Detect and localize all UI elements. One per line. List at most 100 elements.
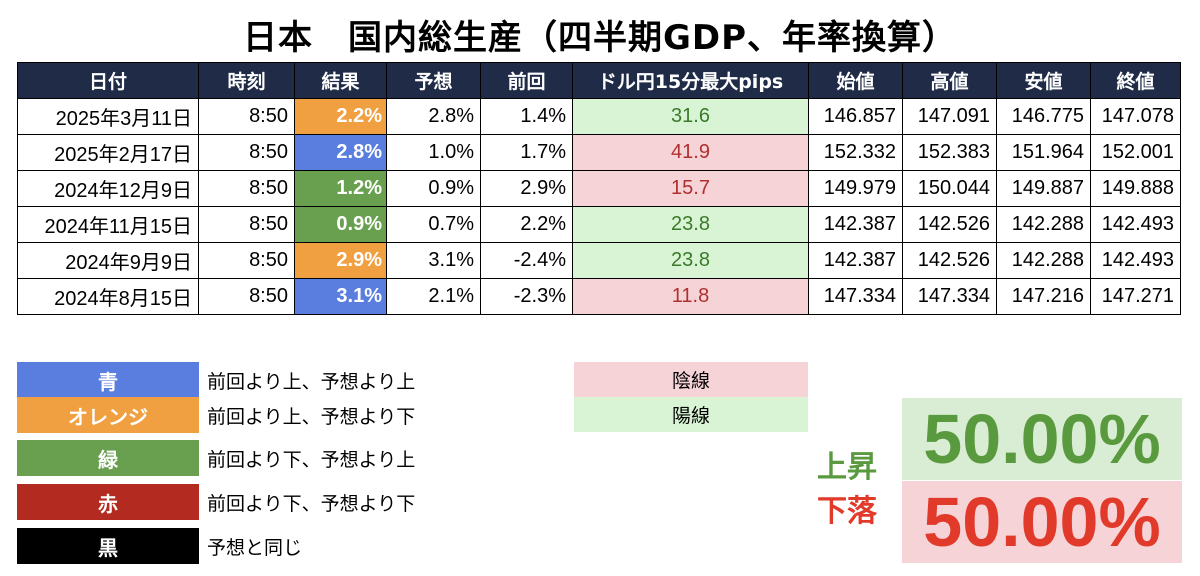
legend-desc: 予想と同じ	[207, 536, 303, 559]
cell-previous: 1.4%	[480, 98, 573, 135]
legend-bearish-candle: 陰線	[574, 362, 808, 397]
cell-result: 1.2%	[294, 170, 387, 207]
cell-result: 2.9%	[294, 242, 387, 279]
cell-close: 147.078	[1090, 98, 1181, 135]
cell-date: 2024年12月9日	[17, 170, 199, 207]
cell-date: 2024年11月15日	[17, 206, 199, 243]
cell-time: 8:50	[198, 242, 295, 279]
legend-swatch-black: 黒	[17, 528, 199, 564]
legend-swatch-orange: オレンジ	[17, 397, 199, 433]
header-previous: 前回	[480, 62, 573, 99]
cell-close: 149.888	[1090, 170, 1181, 207]
header-close: 終値	[1090, 62, 1181, 99]
cell-previous: 2.9%	[480, 170, 573, 207]
header-open: 始値	[808, 62, 903, 99]
legend-item-orange: オレンジ 前回より上、予想より下	[17, 397, 617, 437]
cell-date: 2025年3月11日	[17, 98, 199, 135]
cell-forecast: 1.0%	[386, 134, 481, 171]
cell-low: 146.775	[996, 98, 1091, 135]
cell-open: 142.387	[808, 206, 903, 243]
cell-close: 142.493	[1090, 242, 1181, 279]
cell-previous: 2.2%	[480, 206, 573, 243]
cell-date: 2025年2月17日	[17, 134, 199, 171]
table-header-row: 日付 時刻 結果 予想 前回 ドル円15分最大pips 始値 高値 安値 終値	[17, 62, 1181, 99]
legend-swatch-red: 赤	[17, 484, 199, 520]
cell-result: 2.8%	[294, 134, 387, 171]
header-date: 日付	[17, 62, 199, 99]
cell-high: 142.526	[902, 242, 997, 279]
cell-pips: 11.8	[572, 278, 809, 315]
cell-close: 142.493	[1090, 206, 1181, 243]
legend-desc: 前回より上、予想より下	[207, 405, 416, 428]
cell-date: 2024年9月9日	[17, 242, 199, 279]
legend-bullish-candle: 陽線	[574, 397, 808, 432]
cell-forecast: 3.1%	[386, 242, 481, 279]
header-forecast: 予想	[386, 62, 481, 99]
header-time: 時刻	[198, 62, 295, 99]
table-row: 2024年11月15日 8:50 0.9% 0.7% 2.2% 23.8 142…	[17, 206, 1181, 243]
fall-label: 下落	[817, 494, 877, 529]
cell-open: 142.387	[808, 242, 903, 279]
cell-low: 142.288	[996, 206, 1091, 243]
cell-low: 147.216	[996, 278, 1091, 315]
legend-item-red: 赤 前回より下、予想より下	[17, 484, 617, 524]
gdp-table: 日付 時刻 結果 予想 前回 ドル円15分最大pips 始値 高値 安値 終値 …	[17, 62, 1181, 315]
cell-low: 142.288	[996, 242, 1091, 279]
legend-item-blue: 青 前回より上、予想より上	[17, 362, 617, 402]
fall-percentage: 50.00%	[902, 481, 1182, 563]
cell-result: 0.9%	[294, 206, 387, 243]
cell-pips: 41.9	[572, 134, 809, 171]
cell-previous: -2.3%	[480, 278, 573, 315]
cell-close: 152.001	[1090, 134, 1181, 171]
cell-forecast: 2.1%	[386, 278, 481, 315]
cell-pips: 23.8	[572, 242, 809, 279]
legend-swatch-blue: 青	[17, 362, 199, 398]
cell-high: 150.044	[902, 170, 997, 207]
cell-pips: 23.8	[572, 206, 809, 243]
cell-result: 3.1%	[294, 278, 387, 315]
table-row: 2024年8月15日 8:50 3.1% 2.1% -2.3% 11.8 147…	[17, 278, 1181, 315]
header-low: 安値	[996, 62, 1091, 99]
header-high: 高値	[902, 62, 997, 99]
cell-open: 147.334	[808, 278, 903, 315]
cell-open: 146.857	[808, 98, 903, 135]
cell-close: 147.271	[1090, 278, 1181, 315]
cell-high: 152.383	[902, 134, 997, 171]
rise-label: 上昇	[817, 450, 877, 485]
cell-time: 8:50	[198, 98, 295, 135]
cell-high: 147.091	[902, 98, 997, 135]
header-result: 結果	[294, 62, 387, 99]
cell-time: 8:50	[198, 170, 295, 207]
cell-pips: 31.6	[572, 98, 809, 135]
cell-time: 8:50	[198, 278, 295, 315]
cell-low: 151.964	[996, 134, 1091, 171]
cell-previous: 1.7%	[480, 134, 573, 171]
cell-forecast: 2.8%	[386, 98, 481, 135]
cell-time: 8:50	[198, 206, 295, 243]
cell-previous: -2.4%	[480, 242, 573, 279]
page-title: 日本 国内総生産（四半期GDP、年率換算）	[242, 18, 958, 58]
table-row: 2024年9月9日 8:50 2.9% 3.1% -2.4% 23.8 142.…	[17, 242, 1181, 279]
cell-high: 147.334	[902, 278, 997, 315]
cell-high: 142.526	[902, 206, 997, 243]
cell-open: 149.979	[808, 170, 903, 207]
table-row: 2025年2月17日 8:50 2.8% 1.0% 1.7% 41.9 152.…	[17, 134, 1181, 171]
header-pips: ドル円15分最大pips	[572, 62, 809, 99]
cell-forecast: 0.9%	[386, 170, 481, 207]
cell-forecast: 0.7%	[386, 206, 481, 243]
cell-pips: 15.7	[572, 170, 809, 207]
legend-swatch-green: 緑	[17, 440, 199, 476]
legend-item-black: 黒 予想と同じ	[17, 528, 617, 568]
table-row: 2025年3月11日 8:50 2.2% 2.8% 1.4% 31.6 146.…	[17, 98, 1181, 135]
cell-low: 149.887	[996, 170, 1091, 207]
legend-desc: 前回より上、予想より上	[207, 370, 416, 393]
rise-percentage: 50.00%	[902, 398, 1182, 480]
cell-time: 8:50	[198, 134, 295, 171]
legend-desc: 前回より下、予想より上	[207, 448, 416, 471]
table-row: 2024年12月9日 8:50 1.2% 0.9% 2.9% 15.7 149.…	[17, 170, 1181, 207]
cell-date: 2024年8月15日	[17, 278, 199, 315]
cell-open: 152.332	[808, 134, 903, 171]
legend-desc: 前回より下、予想より下	[207, 492, 416, 515]
cell-result: 2.2%	[294, 98, 387, 135]
legend-item-green: 緑 前回より下、予想より上	[17, 440, 617, 480]
